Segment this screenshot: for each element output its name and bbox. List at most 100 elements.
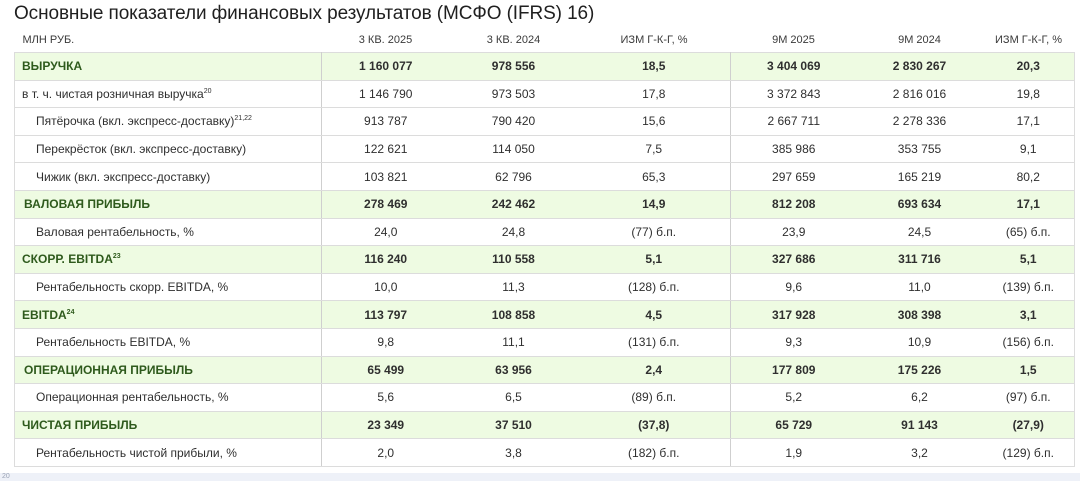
value-cell-9m-2025: 3 372 843 [730, 79, 857, 109]
value-cell-9m-2024: 10,9 [856, 327, 983, 357]
value-cell-9m-2024: 308 398 [856, 300, 983, 329]
row-label-cell: Операционная рентабельность, % [14, 383, 322, 412]
table-row-major: EBITDA24 113 797 108 858 4,5 317 928 308 398 3… [14, 300, 1075, 329]
footnote-ref: 23 [112, 253, 121, 261]
table-row: Чижик (вкл. экспресс-доставку) 103 821 62 … [14, 162, 1075, 191]
page-title: Основные показатели финансовых результат… [14, 3, 595, 24]
value-cell-9m-2025: 2 667 711 [730, 107, 857, 136]
column-header-q3-2024: 3 КВ. 2024 [486, 34, 541, 46]
value-cell-q3-2024: 6,5 [449, 383, 578, 412]
value-cell-q-yoy-change: 7,5 [577, 134, 731, 164]
value-cell-9m-2025: 9,6 [730, 272, 857, 302]
footnote-ref: 21,22 [234, 115, 252, 123]
row-label-cell: СКОРР. EBITDA23 [14, 245, 322, 274]
row-label: EBITDA [22, 307, 67, 322]
table-row-major: ЧИСТАЯ ПРИБЫЛЬ 23 349 37 510 (37,8) 65 729 91… [14, 410, 1075, 440]
row-label: Перекрёсток (вкл. экспресс-доставку) [36, 142, 247, 157]
value-cell-q3-2025: 913 787 [321, 107, 450, 136]
row-label: Операционная рентабельность, % [36, 390, 229, 405]
value-cell-9m-2024: 693 634 [856, 189, 983, 219]
footnote-number: 20 [2, 473, 10, 480]
value-cell-q-yoy-change: (77) б.п. [577, 217, 731, 247]
value-cell-9m-yoy-change: 17,1 [982, 189, 1075, 219]
value-cell-q-yoy-change: 15,6 [577, 107, 731, 136]
value-cell-9m-2025: 1,9 [730, 438, 857, 467]
row-label-cell: Перекрёсток (вкл. экспресс-доставку) [14, 134, 322, 164]
value-cell-q-yoy-change: 4,5 [577, 300, 731, 329]
table-row-major: СКОРР. EBITDA23 116 240 110 558 5,1 327 686 3… [14, 245, 1075, 274]
row-label-cell: Чижик (вкл. экспресс-доставку) [14, 162, 322, 191]
table-header-row: МЛН РУБ. 3 КВ. 2025 3 КВ. 2024 ИЗМ Г-К-Г… [15, 28, 1075, 53]
value-cell-q-yoy-change: 2,4 [577, 355, 731, 385]
value-cell-q3-2025: 113 797 [321, 300, 450, 329]
footnote-ref: 20 [203, 87, 212, 95]
row-label-cell: Рентабельность EBITDA, % [14, 327, 322, 357]
table-row-major: ВАЛОВАЯ ПРИБЫЛЬ 278 469 242 462 14,9 812 208… [14, 189, 1075, 219]
row-label-cell: EBITDA24 [14, 300, 322, 329]
table-row: Пятёрочка (вкл. экспресс-доставку)21,22 9… [14, 107, 1075, 136]
value-cell-q-yoy-change: (89) б.п. [577, 383, 731, 412]
value-cell-q-yoy-change: (131) б.п. [577, 327, 731, 357]
column-header-9m-2024: 9М 2024 [898, 34, 941, 46]
value-cell-q3-2025: 5,6 [321, 383, 450, 412]
value-cell-q3-2024: 114 050 [449, 134, 578, 164]
value-cell-9m-yoy-change: (139) б.п. [982, 272, 1075, 302]
value-cell-9m-2025: 23,9 [730, 217, 857, 247]
value-cell-9m-yoy-change: (65) б.п. [982, 217, 1075, 247]
table-body: ВЫРУЧКА 1 160 077 978 556 18,5 3 404 069 2 83… [14, 52, 1075, 467]
value-cell-9m-2025: 177 809 [730, 355, 857, 385]
value-cell-9m-2024: 11,0 [856, 272, 983, 302]
value-cell-9m-yoy-change: 17,1 [982, 107, 1075, 136]
value-cell-q3-2025: 103 821 [321, 162, 450, 191]
value-cell-q3-2025: 9,8 [321, 327, 450, 357]
value-cell-q-yoy-change: (37,8) [577, 410, 731, 440]
value-cell-q-yoy-change: 18,5 [577, 52, 731, 81]
value-cell-9m-2025: 5,2 [730, 383, 857, 412]
value-cell-q3-2025: 23 349 [321, 410, 450, 440]
value-cell-q3-2024: 790 420 [449, 107, 578, 136]
row-label-cell: ВЫРУЧКА [14, 52, 322, 81]
value-cell-q-yoy-change: 17,8 [577, 79, 731, 109]
value-cell-9m-2024: 6,2 [856, 383, 983, 412]
row-label: Рентабельность EBITDA, % [36, 335, 191, 350]
value-cell-9m-2025: 385 986 [730, 134, 857, 164]
value-cell-9m-2024: 311 716 [856, 245, 983, 274]
table-row: Операционная рентабельность, % 5,6 6,5 (89)… [14, 383, 1075, 412]
value-cell-q3-2024: 11,1 [449, 327, 578, 357]
value-cell-q3-2024: 108 858 [449, 300, 578, 329]
value-cell-9m-yoy-change: 19,8 [982, 79, 1075, 109]
column-header-units: МЛН РУБ. [22, 34, 75, 46]
value-cell-9m-2024: 175 226 [856, 355, 983, 385]
value-cell-9m-yoy-change: (97) б.п. [982, 383, 1075, 412]
table-row: Рентабельность скорр. EBITDA, % 10,0 11,3(… [14, 272, 1075, 302]
value-cell-q3-2025: 24,0 [321, 217, 450, 247]
value-cell-q3-2025: 10,0 [321, 272, 450, 302]
value-cell-q3-2024: 37 510 [449, 410, 578, 440]
table-row: Рентабельность чистой прибыли, % 2,0 3,8 (1… [14, 438, 1075, 467]
table-row: Перекрёсток (вкл. экспресс-доставку) 122 … [14, 134, 1075, 164]
row-label-cell: в т. ч. чистая розничная выручка20 [14, 79, 322, 109]
row-label-cell: Пятёрочка (вкл. экспресс-доставку)21,22 [14, 107, 322, 136]
value-cell-q-yoy-change: 5,1 [577, 245, 731, 274]
value-cell-9m-2024: 2 830 267 [856, 52, 983, 81]
value-cell-q3-2025: 122 621 [321, 134, 450, 164]
value-cell-q3-2024: 978 556 [449, 52, 578, 81]
value-cell-9m-2024: 165 219 [856, 162, 983, 191]
table-row-major: ОПЕРАЦИОННАЯ ПРИБЫЛЬ 65 499 63 956 2,4 177 8… [14, 355, 1075, 385]
value-cell-9m-2024: 2 816 016 [856, 79, 983, 109]
value-cell-q3-2025: 1 160 077 [321, 52, 450, 81]
value-cell-9m-2025: 327 686 [730, 245, 857, 274]
value-cell-q3-2025: 278 469 [321, 189, 450, 219]
table-row: в т. ч. чистая розничная выручка20 1 146 … [14, 79, 1075, 109]
value-cell-9m-yoy-change: 20,3 [982, 52, 1075, 81]
row-label: ОПЕРАЦИОННАЯ ПРИБЫЛЬ [24, 362, 193, 377]
row-label-cell: Валовая рентабельность, % [14, 217, 322, 247]
row-label-cell: ЧИСТАЯ ПРИБЫЛЬ [14, 410, 322, 440]
row-label: в т. ч. чистая розничная выручка [22, 86, 204, 101]
value-cell-9m-yoy-change: (156) б.п. [982, 327, 1075, 357]
column-header-9m-2025: 9М 2025 [772, 34, 815, 46]
row-label: ЧИСТАЯ ПРИБЫЛЬ [22, 418, 138, 433]
value-cell-q3-2024: 63 956 [449, 355, 578, 385]
value-cell-q-yoy-change: (128) б.п. [577, 272, 731, 302]
